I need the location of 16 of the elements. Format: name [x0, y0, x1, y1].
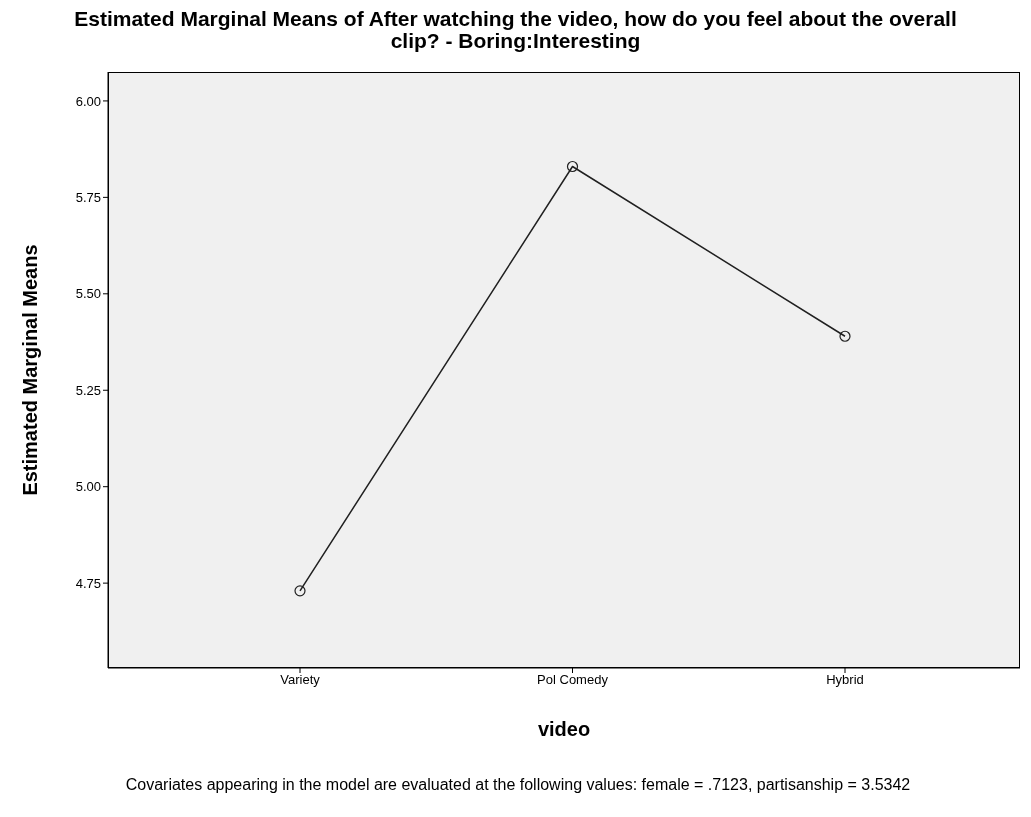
y-tick-label: 5.50: [75, 286, 101, 302]
x-axis-title: video: [537, 718, 591, 740]
point: [294, 585, 306, 597]
y-tick-label: 5.00: [75, 479, 101, 495]
x-tick-label: Pol Comedy: [537, 672, 609, 688]
chart-title: Estimated Marginal Means of After watching the video, how do you feel about the overall clip? - Boring:Interesting: [73, 7, 958, 52]
y-tick-label: 6.00: [75, 93, 101, 109]
y-tick-label: 5.75: [75, 189, 101, 205]
x-tick-label: Hybrid: [826, 672, 864, 688]
x-tick-label: Variety: [280, 672, 321, 688]
point: [566, 160, 579, 173]
y-axis-title: Estimated Marginal Means: [19, 244, 42, 496]
y-tick-label: 5.25: [75, 382, 101, 398]
y-tick-label: 4.75: [75, 575, 101, 591]
point: [839, 330, 851, 342]
text: Covariates appearing in the model are evaluated at the following values: female = .7123, partisanship = 3.5342: [124, 776, 912, 793]
